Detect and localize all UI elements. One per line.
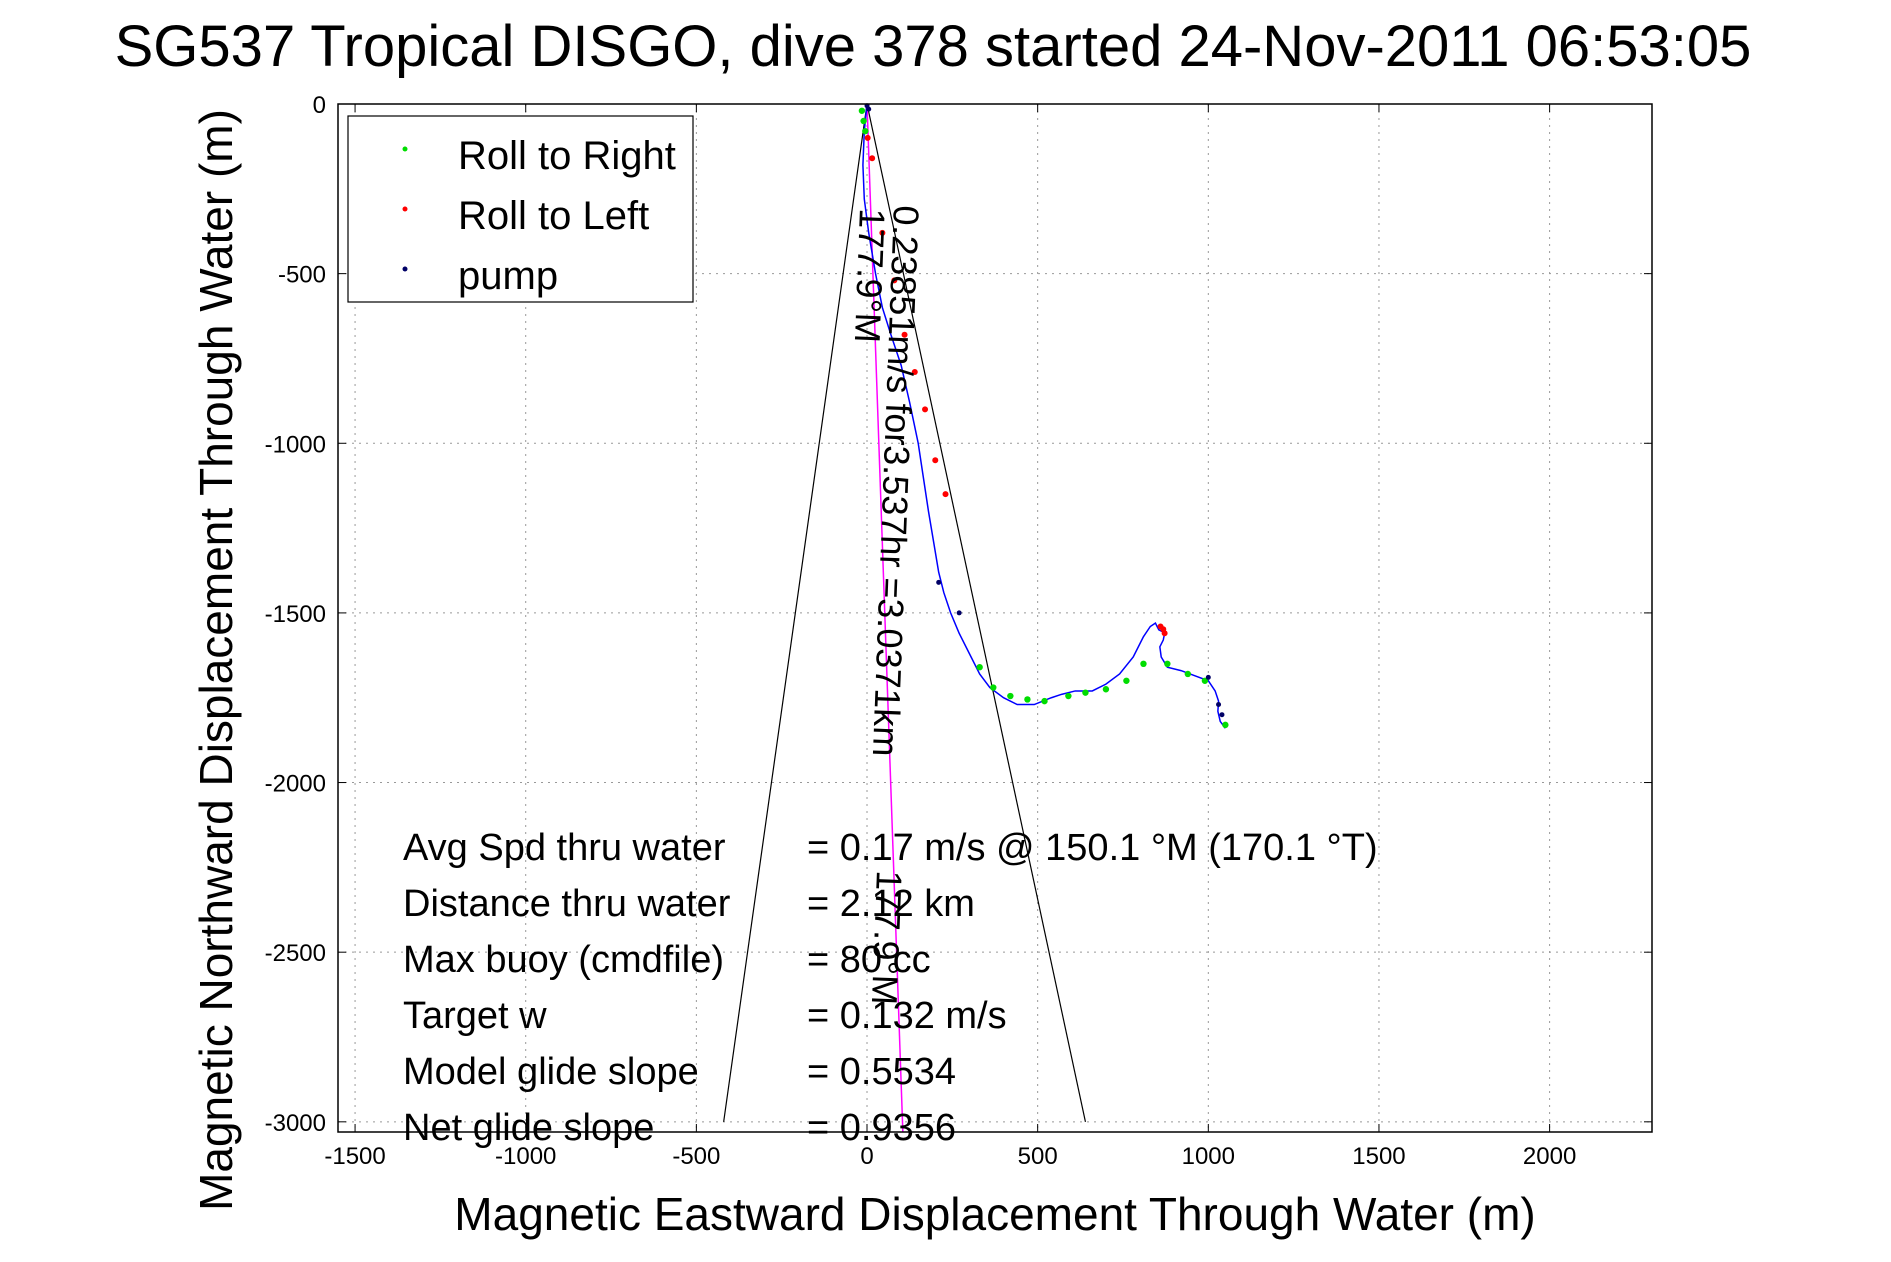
y-tick-label: -3000 bbox=[265, 1110, 326, 1137]
y-tick-label: 0 bbox=[313, 92, 326, 119]
y-tick-label: -2000 bbox=[265, 771, 326, 798]
pump-marker bbox=[936, 579, 942, 585]
stat-value: = 0.132 m/s bbox=[807, 995, 1007, 1037]
heading-line bbox=[866, 103, 904, 1133]
roll-left-marker bbox=[901, 331, 908, 338]
legend-label: Roll to Left bbox=[458, 194, 649, 238]
roll-right-marker bbox=[1123, 677, 1130, 684]
legend-label: pump bbox=[458, 254, 558, 298]
roll-right-marker bbox=[1065, 692, 1072, 700]
roll-right-marker bbox=[1222, 721, 1229, 729]
x-tick-label: 1500 bbox=[1352, 1143, 1405, 1170]
y-tick-label: -1000 bbox=[265, 431, 326, 458]
pump-marker bbox=[1219, 712, 1225, 718]
roll-right-marker bbox=[1082, 689, 1089, 696]
stats-block: Avg Spd thru water = 0.17 m/s @ 150.1 °M … bbox=[403, 827, 1378, 1149]
x-tick-label: -1000 bbox=[495, 1143, 556, 1170]
roll-pump-markers bbox=[858, 103, 1229, 729]
roll-right-marker bbox=[976, 663, 983, 671]
stat-label: Model glide slope bbox=[403, 1051, 699, 1093]
roll-right-marker bbox=[862, 127, 869, 135]
roll-left-marker bbox=[864, 134, 871, 141]
x-tick-label: -1500 bbox=[324, 1143, 385, 1170]
stat-value: = 0.5534 bbox=[807, 1051, 956, 1093]
legend-label: Roll to Right bbox=[458, 134, 676, 178]
roll-right-marker bbox=[858, 107, 866, 114]
roll-right-marker bbox=[1102, 686, 1110, 693]
roll-right-marker bbox=[1201, 677, 1209, 684]
y-tick-label: -2500 bbox=[265, 940, 326, 967]
legend-marker bbox=[402, 206, 408, 212]
roll-right-marker bbox=[1007, 692, 1014, 700]
roll-left-marker bbox=[911, 369, 918, 376]
roll-right-marker bbox=[1041, 697, 1048, 705]
left-heading-annotation: 177.9°M bbox=[847, 208, 893, 344]
current-heading-annotation: 177.9°M bbox=[864, 870, 910, 1006]
cone-lines bbox=[723, 103, 1087, 1122]
legend-marker bbox=[402, 146, 408, 152]
cone-line bbox=[723, 103, 868, 1122]
y-tick-labels: 0 -500 -1000 -1500 -2000 -2500 -3000 bbox=[265, 92, 326, 1137]
pump-marker bbox=[866, 106, 872, 112]
y-tick-label: -1500 bbox=[265, 601, 326, 628]
x-tick-label: 0 bbox=[860, 1143, 873, 1170]
roll-left-marker bbox=[942, 491, 949, 498]
pump-marker bbox=[1205, 674, 1211, 680]
roll-right-marker bbox=[1140, 660, 1147, 668]
roll-left-marker bbox=[879, 229, 886, 236]
cone-line bbox=[866, 103, 1087, 1122]
current-heading-line bbox=[866, 103, 904, 1133]
stat-label: Avg Spd thru water bbox=[403, 827, 726, 869]
pump-marker bbox=[956, 610, 962, 616]
roll-right-marker bbox=[1024, 696, 1031, 703]
legend-marker bbox=[402, 266, 408, 272]
roll-right-marker bbox=[860, 117, 867, 125]
legend: Roll to Right Roll to Left pump bbox=[347, 115, 694, 303]
stat-label: Net glide slope bbox=[403, 1107, 654, 1149]
x-axis-label: Magnetic Eastward Displacement Through W… bbox=[454, 1188, 1535, 1240]
roll-right-marker bbox=[990, 684, 997, 691]
stat-label: Distance thru water bbox=[403, 883, 731, 925]
roll-left-marker bbox=[932, 457, 939, 464]
pump-marker bbox=[1216, 702, 1222, 708]
stat-value: = 2.12 km bbox=[807, 883, 975, 925]
roll-right-marker bbox=[1164, 660, 1171, 668]
x-tick-label: 1000 bbox=[1182, 1143, 1235, 1170]
stat-label: Max buoy (cmdfile) bbox=[403, 939, 724, 981]
stat-label: Target w bbox=[403, 995, 547, 1037]
stat-value: = 0.17 m/s @ 150.1 °M (170.1 °T) bbox=[807, 827, 1378, 869]
roll-left-marker bbox=[891, 277, 898, 284]
roll-left-marker bbox=[1161, 630, 1168, 637]
axes-frame bbox=[337, 103, 1653, 1133]
roll-left-marker bbox=[869, 155, 876, 162]
x-tick-label: -500 bbox=[672, 1143, 720, 1170]
x-tick-label: 500 bbox=[1018, 1143, 1058, 1170]
roll-right-marker bbox=[1184, 670, 1192, 678]
y-tick-label: -500 bbox=[278, 262, 326, 289]
stat-value: = 0.9356 bbox=[807, 1107, 956, 1149]
x-tick-label: 2000 bbox=[1523, 1143, 1576, 1170]
roll-left-marker bbox=[922, 406, 929, 413]
chart-title: SG537 Tropical DISGO, dive 378 started 2… bbox=[115, 14, 1752, 79]
x-tick-labels: -1500 -1000 -500 0 500 1000 1500 2000 bbox=[324, 1143, 1576, 1170]
stat-value: = 80 cc bbox=[807, 939, 931, 981]
y-axis-label: Magnetic Northward Displacement Through … bbox=[190, 109, 242, 1211]
